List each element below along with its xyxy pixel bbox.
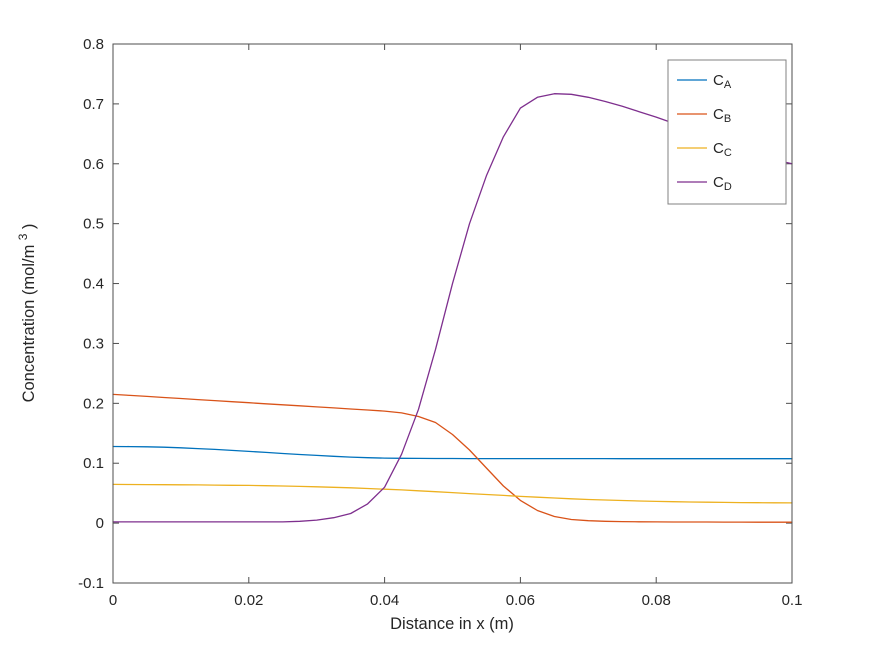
series-line-c-b bbox=[112, 393, 793, 523]
y-tick-label: 0.3 bbox=[83, 335, 104, 352]
y-tick-label: -0.1 bbox=[78, 575, 104, 592]
legend-label-base: C bbox=[713, 140, 724, 157]
legend-label-c-c: CC bbox=[713, 140, 732, 159]
y-tick-label: 0.5 bbox=[83, 216, 104, 233]
x-tick-label: 0.04 bbox=[370, 592, 399, 609]
y-tick-label: 0.8 bbox=[83, 36, 104, 53]
legend-label-c-d: CD bbox=[713, 174, 732, 193]
y-axis-label-close: ) bbox=[20, 224, 38, 230]
series-line-c-c bbox=[112, 483, 793, 504]
y-axis-label-main: Concentration (mol/m bbox=[20, 245, 38, 403]
x-tick-label: 0.06 bbox=[506, 592, 535, 609]
x-tick-label: 0.02 bbox=[234, 592, 263, 609]
y-tick-label: 0 bbox=[96, 515, 104, 532]
y-tick-label: 0.6 bbox=[83, 156, 104, 173]
x-tick-label: 0.08 bbox=[642, 592, 671, 609]
y-axis-label: Concentration (mol/m 3 ) bbox=[14, 224, 38, 403]
y-tick-label: 0.1 bbox=[83, 455, 104, 472]
y-axis-label-sup: 3 bbox=[16, 233, 30, 240]
legend-label-c-a: CA bbox=[713, 72, 732, 91]
legend-label-c-b: CB bbox=[713, 106, 731, 125]
y-tick-label: 0.7 bbox=[83, 96, 104, 113]
x-axis-label: Distance in x (m) bbox=[390, 615, 514, 633]
x-tick-label: 0 bbox=[109, 592, 117, 609]
legend-label-base: C bbox=[713, 72, 724, 89]
legend-box bbox=[667, 59, 787, 205]
series-line-c-a bbox=[112, 445, 793, 460]
plot-box bbox=[112, 43, 793, 584]
legend-label-sub: C bbox=[724, 147, 732, 159]
x-tick-label: 0.1 bbox=[782, 592, 803, 609]
legend-label-sub: B bbox=[724, 113, 731, 125]
legend-label-base: C bbox=[713, 174, 724, 191]
y-tick-label: 0.2 bbox=[83, 395, 104, 412]
legend-label-base: C bbox=[713, 106, 724, 123]
y-tick-label: 0.4 bbox=[83, 276, 104, 293]
legend-label-sub: D bbox=[724, 181, 732, 193]
legend-label-sub: A bbox=[724, 79, 732, 91]
